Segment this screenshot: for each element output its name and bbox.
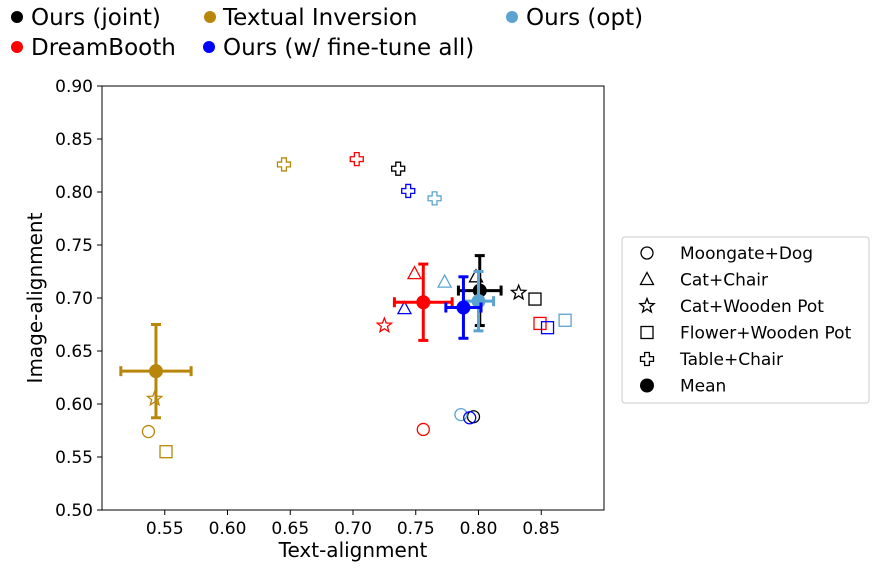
legend-label-textual-inversion: Textual Inversion (222, 5, 418, 31)
method-legend-entry: Textual Inversion (204, 5, 418, 31)
y-tick-label: 0.80 (55, 183, 93, 203)
method-legend-entry: DreamBooth (11, 35, 176, 61)
series-group (141, 157, 292, 459)
data-point-star (509, 283, 528, 301)
y-tick-label: 0.65 (55, 342, 93, 362)
legend-marker-ours-fine-tune-all (203, 41, 215, 53)
marker-legend-label: Cat+Chair (680, 271, 768, 291)
data-point-triangle (396, 300, 413, 315)
y-tick-label: 0.70 (55, 289, 93, 309)
legend-marker-plus (639, 351, 655, 367)
mean-group (461, 270, 496, 333)
y-axis-label: Image-alignment (23, 212, 47, 383)
data-point-square (533, 316, 547, 331)
data-point-circle (141, 424, 156, 439)
legend-marker-dreambooth (11, 41, 23, 53)
mean-point (416, 295, 431, 310)
method-legend-entry: Ours (opt) (506, 5, 643, 31)
legend-marker-ours-opt (506, 11, 518, 23)
data-point-plus (391, 161, 406, 176)
y-tick-label: 0.55 (55, 448, 93, 468)
marker-legend-entry: Flower+Wooden Pot (640, 324, 852, 344)
marker-legend-label: Flower+Wooden Pot (680, 324, 852, 344)
marker-legend-entry: Cat+Wooden Pot (638, 296, 824, 317)
marker-legend: Moongate+Dog Cat+Chair Cat+Wooden Pot Flowe… (621, 236, 870, 404)
axis-ticks: 0.55 0.60 0.65 0.70 0.75 0.80 0.85 0.50 0.55 0.60… (55, 77, 560, 539)
data-point-circle (463, 411, 477, 425)
y-tick-label: 0.60 (55, 395, 93, 415)
legend-label-ours-opt: Ours (opt) (526, 5, 643, 31)
data-point-plus (401, 183, 416, 199)
data-point-circle (454, 407, 468, 422)
x-tick-label: 0.60 (209, 519, 247, 539)
data-point-triangle (437, 273, 453, 288)
legend-marker-star (638, 296, 656, 314)
x-axis-label: Text-alignment (278, 538, 428, 562)
marker-legend-label: Cat+Wooden Pot (680, 297, 824, 317)
legend-marker-circle (640, 246, 654, 260)
x-tick-label: 0.65 (271, 519, 309, 539)
x-tick-label: 0.75 (397, 519, 435, 539)
mean-point (148, 364, 163, 379)
data-point-circle (416, 422, 430, 437)
method-legend-entry: Ours (joint) (11, 5, 161, 31)
x-tick-label: 0.80 (460, 519, 498, 539)
legend-marker-triangle (639, 271, 655, 286)
y-tick-label: 0.75 (55, 236, 93, 256)
data-point-plus (276, 157, 292, 172)
data-point-square (558, 313, 572, 327)
marker-legend-label: Moongate+Dog (680, 244, 813, 264)
series-group (427, 191, 572, 422)
marker-legend-entry: Table+Chair (639, 350, 783, 370)
legend-marker-square (640, 325, 654, 340)
data-marks (119, 151, 572, 459)
mean-group (119, 323, 193, 420)
data-point-square (159, 445, 173, 459)
data-point-plus (427, 191, 442, 206)
marker-legend-label: Table+Chair (679, 350, 783, 370)
method-legend-entry: Ours (w/ fine-tune all) (203, 35, 474, 61)
y-tick-label: 0.85 (55, 130, 93, 150)
legend-label-dreambooth: DreamBooth (31, 35, 176, 61)
marker-legend-entry: Cat+Chair (639, 271, 768, 291)
x-tick-label: 0.85 (522, 519, 560, 539)
marker-legend-entry: Moongate+Dog (640, 244, 813, 264)
legend-label-ours-joint: Ours (joint) (31, 5, 161, 31)
data-point-triangle (406, 265, 423, 280)
data-point-square (540, 321, 555, 335)
legend-marker-textual-inversion (204, 11, 216, 23)
series-group (349, 151, 547, 437)
marker-legend-entry: Mean (640, 377, 726, 397)
data-point-star (375, 316, 394, 334)
data-point-square (528, 292, 542, 306)
data-point-plus (349, 151, 364, 167)
marker-legend-label: Mean (680, 377, 726, 397)
series-group (396, 183, 555, 425)
y-tick-label: 0.50 (55, 501, 93, 521)
x-tick-label: 0.70 (334, 519, 372, 539)
mean-group (392, 262, 454, 342)
mean-point (456, 300, 471, 315)
legend-marker-ours-joint (11, 11, 23, 23)
y-tick-label: 0.90 (55, 77, 93, 97)
x-tick-label: 0.55 (146, 519, 184, 539)
marker-legend-frame (621, 236, 870, 404)
legend-marker-filled-circle (640, 378, 654, 393)
series-group (391, 161, 542, 424)
mean-group (444, 275, 483, 340)
method-legend: Ours (joint) Textual Inversion Ours (opt… (11, 5, 643, 61)
legend-label-ours-fine-tune-all: Ours (w/ fine-tune all) (223, 35, 474, 61)
